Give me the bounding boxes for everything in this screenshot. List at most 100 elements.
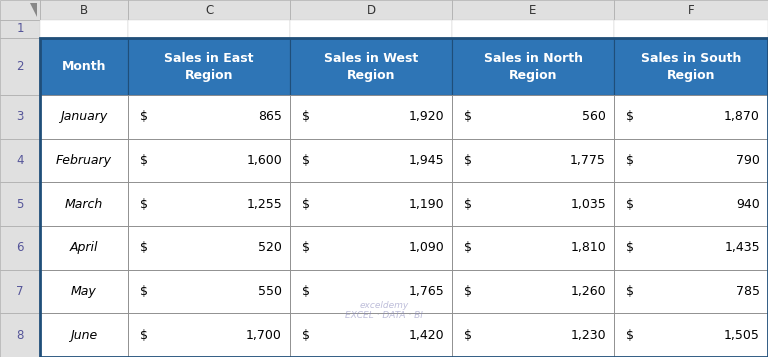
Text: 1,870: 1,870 [724,110,760,123]
Text: January: January [61,110,108,123]
Text: 1,090: 1,090 [409,241,444,254]
Text: $: $ [464,154,472,167]
Text: exceldemy
EXCEL · DATA · BI: exceldemy EXCEL · DATA · BI [345,301,423,320]
Text: June: June [71,329,98,342]
Bar [452,38,614,95]
Text: $: $ [626,154,634,167]
Bar [452,182,614,226]
Text: $: $ [626,110,634,123]
Bar [452,20,614,38]
Text: 1: 1 [16,22,24,35]
Bar [0,20,40,38]
Text: 1,230: 1,230 [571,329,606,342]
Text: $: $ [140,198,148,211]
Bar [614,38,768,95]
Text: 940: 940 [737,198,760,211]
Bar [290,270,452,313]
Bar [0,313,40,357]
Bar [290,139,452,182]
Text: April: April [70,241,98,254]
Text: Sales in East
Region: Sales in East Region [164,51,253,81]
Bar [128,313,290,357]
Text: $: $ [464,285,472,298]
Bar [128,0,290,20]
Text: $: $ [626,285,634,298]
Text: 790: 790 [736,154,760,167]
Bar [40,313,128,357]
Text: E: E [529,4,537,16]
Text: March: March [65,198,103,211]
Text: Month: Month [61,60,106,73]
Text: $: $ [464,241,472,254]
Text: $: $ [464,329,472,342]
Bar [452,0,614,20]
Text: 7: 7 [16,285,24,298]
Text: 2: 2 [16,60,24,73]
Bar [128,226,290,270]
Text: $: $ [302,154,310,167]
Text: 1,505: 1,505 [724,329,760,342]
Bar [452,95,614,139]
Text: 1,765: 1,765 [409,285,444,298]
Text: $: $ [140,154,148,167]
Text: 3: 3 [16,110,24,123]
Bar [290,182,452,226]
Bar [614,139,768,182]
Bar [290,95,452,139]
Bar [0,139,40,182]
Text: 1,255: 1,255 [247,198,282,211]
Text: $: $ [626,241,634,254]
Bar [128,182,290,226]
Bar [40,182,128,226]
Bar [290,20,452,38]
Text: $: $ [626,198,634,211]
Bar [452,226,614,270]
Text: 785: 785 [736,285,760,298]
Text: 1,920: 1,920 [409,110,444,123]
Bar [290,313,452,357]
Text: 8: 8 [16,329,24,342]
Bar [128,139,290,182]
Bar [614,270,768,313]
Text: 1,775: 1,775 [570,154,606,167]
Bar [614,313,768,357]
Text: 560: 560 [582,110,606,123]
Text: $: $ [302,198,310,211]
Text: $: $ [140,241,148,254]
Bar [614,20,768,38]
Bar [614,182,768,226]
Text: 520: 520 [258,241,282,254]
Bar [128,20,290,38]
Bar [0,95,40,139]
Text: 1,420: 1,420 [409,329,444,342]
Text: $: $ [302,241,310,254]
Text: 1,190: 1,190 [409,198,444,211]
Text: Sales in North
Region: Sales in North Region [484,51,582,81]
Bar [40,226,128,270]
Bar [128,95,290,139]
Bar [0,182,40,226]
Text: C: C [205,4,214,16]
Bar [614,95,768,139]
Text: $: $ [626,329,634,342]
Bar [614,0,768,20]
Bar [40,38,768,357]
Bar [0,38,40,95]
Bar [40,270,128,313]
Text: 6: 6 [16,241,24,254]
Text: $: $ [140,285,148,298]
Text: 1,035: 1,035 [571,198,606,211]
Bar [0,226,40,270]
Bar [40,139,128,182]
Text: 550: 550 [258,285,282,298]
Text: B: B [80,4,88,16]
Bar [0,270,40,313]
Text: D: D [366,4,376,16]
Text: $: $ [140,329,148,342]
Bar [452,139,614,182]
Text: 1,600: 1,600 [247,154,282,167]
Text: May: May [71,285,97,298]
Text: Sales in West
Region: Sales in West Region [324,51,418,81]
Bar [290,38,452,95]
Text: 1,945: 1,945 [409,154,444,167]
